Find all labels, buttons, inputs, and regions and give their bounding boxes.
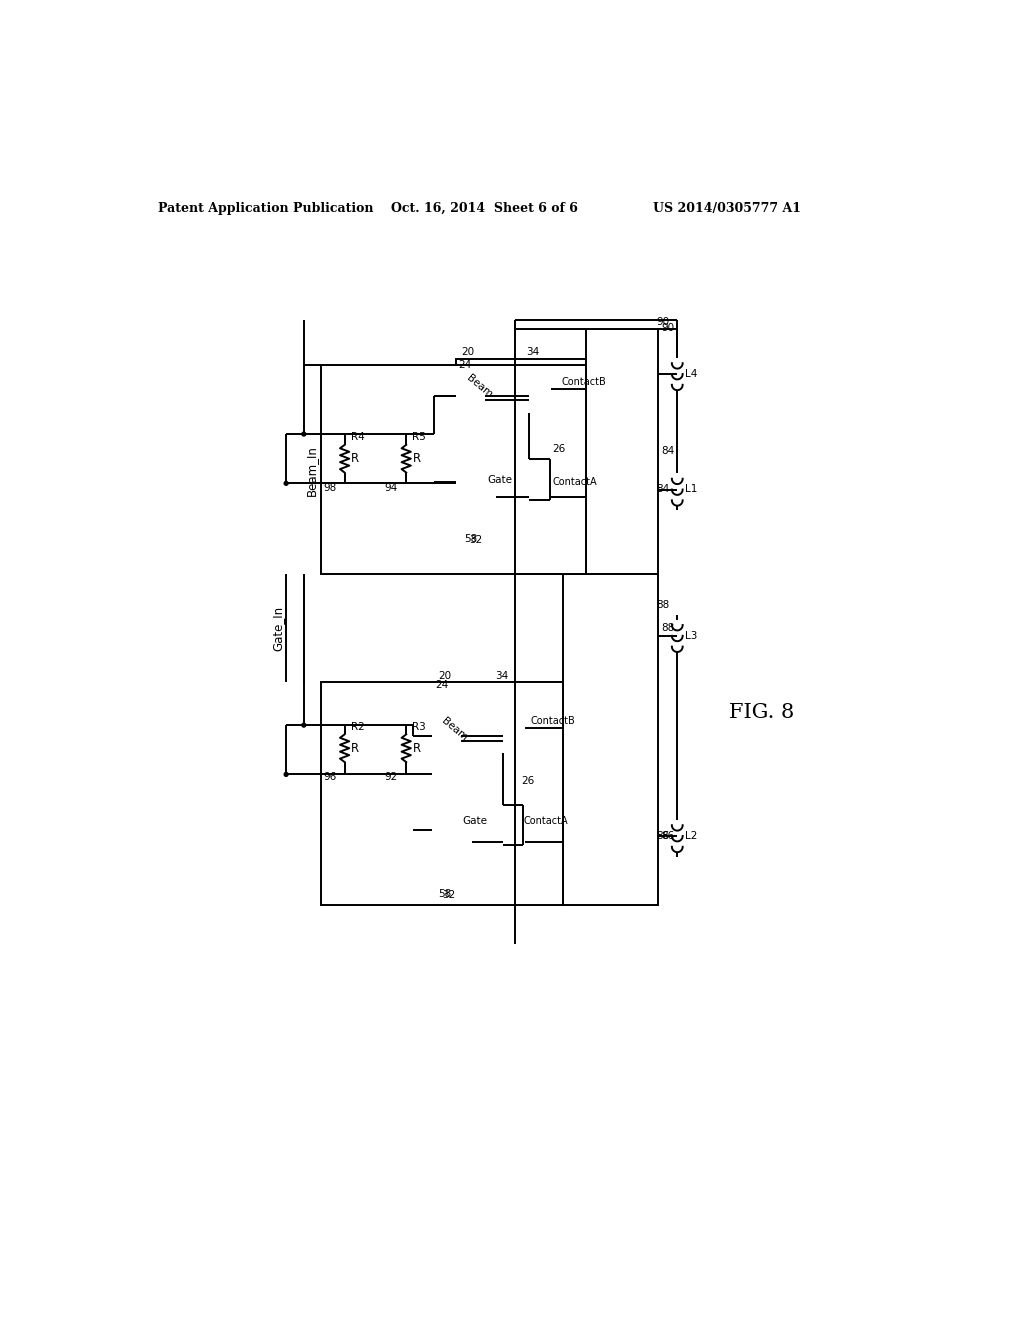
Bar — [432, 682, 562, 890]
Bar — [463, 387, 484, 416]
Bar — [562, 574, 658, 906]
Text: 88: 88 — [656, 601, 670, 610]
Text: 96: 96 — [323, 772, 336, 783]
Text: Beam: Beam — [465, 372, 494, 400]
Text: 32: 32 — [469, 535, 482, 545]
Bar — [586, 330, 658, 574]
Text: 58: 58 — [464, 533, 477, 544]
Text: 58: 58 — [438, 888, 452, 899]
Bar — [321, 364, 586, 574]
Text: R: R — [413, 453, 421, 465]
Text: 88: 88 — [662, 623, 675, 634]
Text: 90: 90 — [662, 323, 674, 333]
Text: 20: 20 — [461, 347, 474, 358]
Text: 26: 26 — [552, 445, 565, 454]
Text: 94: 94 — [385, 483, 398, 492]
Circle shape — [302, 723, 306, 727]
Text: 26: 26 — [521, 776, 535, 785]
Text: R3: R3 — [413, 722, 426, 731]
Text: R4: R4 — [351, 432, 365, 442]
Text: Beam_In: Beam_In — [305, 445, 318, 496]
Text: L4: L4 — [685, 370, 697, 379]
Text: 24: 24 — [435, 680, 449, 690]
Text: ContactA: ContactA — [523, 816, 568, 825]
Text: ContactA: ContactA — [553, 477, 597, 487]
Text: Gate: Gate — [487, 475, 513, 486]
Text: 32: 32 — [442, 890, 456, 899]
Text: Gate_In: Gate_In — [272, 606, 285, 651]
Circle shape — [302, 432, 306, 436]
Circle shape — [285, 772, 288, 776]
Text: US 2014/0305777 A1: US 2014/0305777 A1 — [653, 202, 802, 215]
Text: R: R — [351, 742, 358, 755]
Text: 90: 90 — [656, 317, 670, 326]
Text: 92: 92 — [385, 772, 398, 783]
Text: 86: 86 — [662, 832, 675, 841]
Text: Gate: Gate — [462, 816, 487, 825]
Text: L1: L1 — [685, 484, 697, 495]
Bar — [441, 825, 472, 842]
Text: L3: L3 — [685, 631, 697, 640]
Text: 98: 98 — [323, 483, 336, 492]
Text: R2: R2 — [351, 722, 365, 731]
Bar — [321, 682, 562, 906]
Text: Oct. 16, 2014  Sheet 6 of 6: Oct. 16, 2014 Sheet 6 of 6 — [391, 202, 579, 215]
Text: R: R — [351, 453, 358, 465]
Bar — [463, 479, 496, 498]
Text: 34: 34 — [526, 347, 539, 358]
Text: 24: 24 — [458, 360, 471, 370]
Text: 20: 20 — [438, 671, 452, 681]
Text: ContactB: ContactB — [562, 376, 606, 387]
Bar — [456, 359, 586, 536]
Text: 86: 86 — [656, 832, 670, 841]
Bar — [441, 726, 461, 755]
Text: 84: 84 — [662, 446, 675, 455]
Text: FIG. 8: FIG. 8 — [729, 704, 795, 722]
Circle shape — [285, 482, 288, 486]
Text: R5: R5 — [413, 432, 426, 442]
Bar — [503, 719, 524, 751]
Text: Beam: Beam — [439, 717, 469, 743]
Text: Patent Application Publication: Patent Application Publication — [158, 202, 373, 215]
Text: ContactB: ContactB — [531, 715, 575, 726]
Text: L2: L2 — [685, 832, 697, 841]
Text: 84: 84 — [656, 484, 670, 495]
Text: R: R — [413, 742, 421, 755]
Text: 34: 34 — [495, 671, 508, 681]
Bar — [529, 379, 551, 412]
